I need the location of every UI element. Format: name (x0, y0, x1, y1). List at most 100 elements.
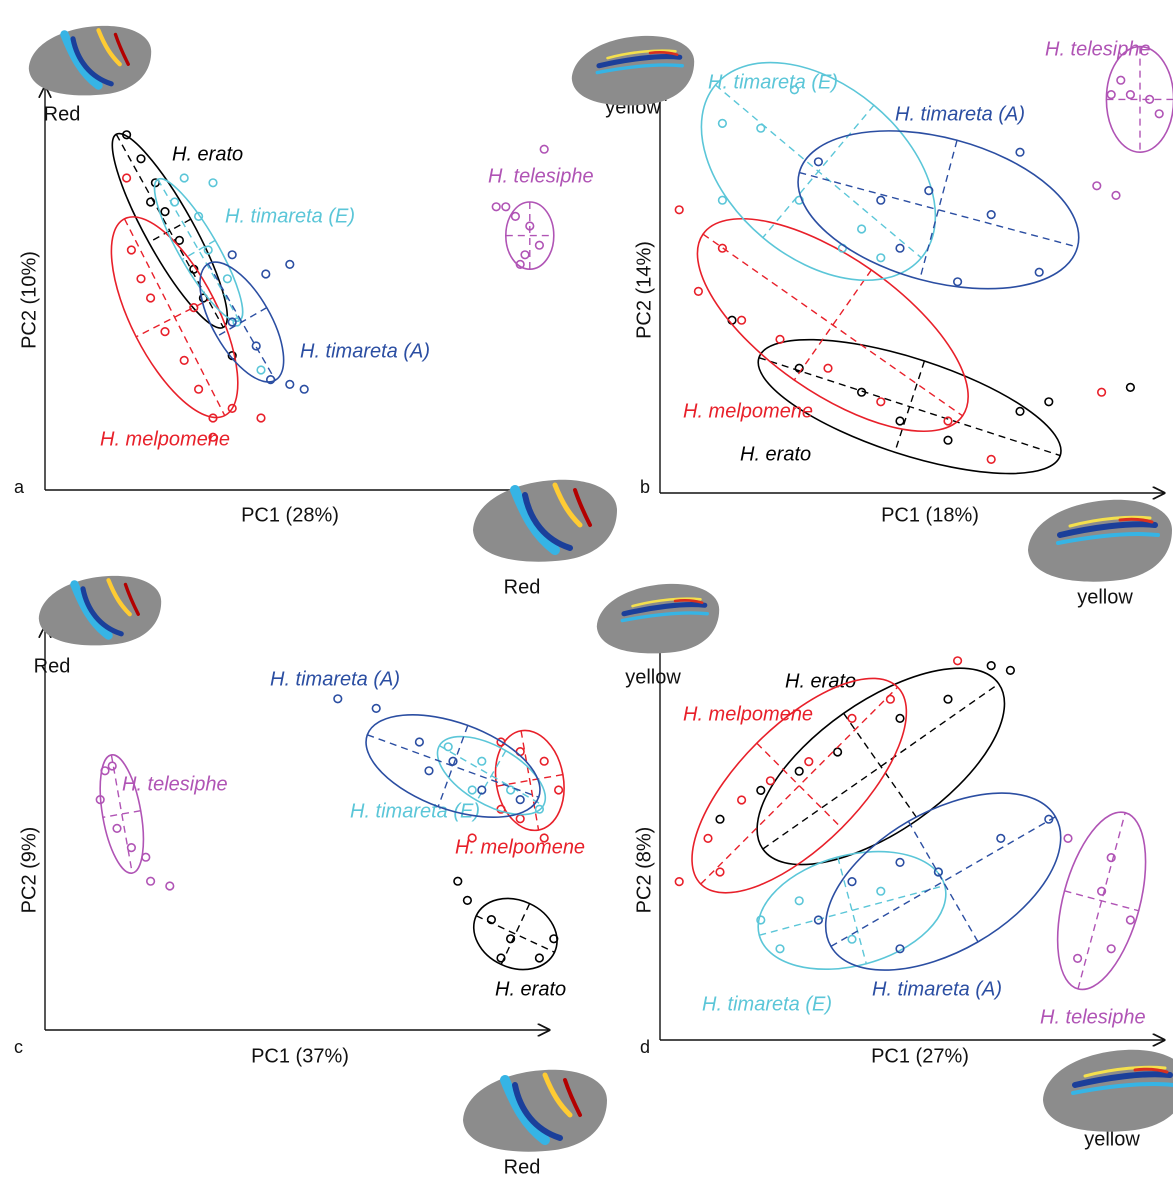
wing-shape (473, 479, 617, 562)
ellipse-minor-axis (756, 742, 843, 829)
panel: PC1 (28%) PC2 (10%) a Red Red H. erato H. melp… (14, 87, 594, 598)
ellipse-minor-axis (148, 218, 192, 244)
ellipse-minor-axis (837, 856, 867, 964)
point (227, 250, 237, 260)
point (765, 776, 776, 786)
ellipse-minor-axis (181, 239, 216, 261)
wing-pattern (1056, 532, 1160, 545)
point (895, 416, 905, 426)
point (261, 269, 271, 279)
point (674, 205, 684, 215)
x-image-label: Red (504, 576, 541, 598)
point (462, 895, 473, 906)
wing-pattern (510, 485, 560, 555)
point (952, 656, 963, 666)
point (448, 756, 458, 766)
point (674, 876, 684, 887)
point (823, 363, 833, 373)
wing-pattern (60, 30, 103, 90)
point (794, 195, 804, 205)
point (227, 403, 237, 414)
wing-image (596, 583, 720, 654)
point (717, 243, 728, 253)
ellipse (153, 177, 244, 323)
point (1034, 267, 1044, 277)
point (1116, 75, 1126, 85)
point (112, 823, 122, 834)
ellipse-major-axis (123, 218, 226, 416)
point (539, 144, 549, 154)
wing-pattern (1072, 1071, 1173, 1088)
point (227, 317, 237, 327)
ellipse-minor-axis (843, 712, 919, 820)
point (856, 387, 867, 397)
point (1044, 397, 1054, 407)
point (496, 953, 506, 963)
point (534, 953, 545, 963)
y-image-label: Red (34, 655, 71, 677)
point (424, 766, 434, 776)
point (520, 250, 530, 260)
point (804, 756, 814, 767)
y-image-label: yellow (625, 666, 681, 688)
point (736, 315, 747, 325)
wing-pattern (620, 611, 710, 623)
ellipse (472, 897, 558, 971)
point (1125, 915, 1135, 925)
point (146, 197, 156, 207)
point (996, 833, 1006, 844)
point (952, 277, 963, 287)
panel: PC1 (27%) PC2 (8%) d yellow yellow H. erato H.… (625, 631, 1164, 1150)
point (794, 766, 804, 776)
point (189, 303, 199, 313)
wing-pattern (606, 49, 677, 60)
group-label: H. telesiphe (122, 773, 228, 795)
point (1106, 852, 1116, 863)
wing-image (1028, 499, 1172, 582)
x-image-label: yellow (1077, 586, 1133, 608)
point (876, 253, 886, 263)
ellipse-major-axis (157, 178, 241, 322)
y-axis-label: PC2 (9%) (18, 827, 40, 914)
point (208, 413, 218, 423)
point (876, 397, 886, 407)
point (549, 934, 559, 944)
wing-shape (1043, 1049, 1173, 1132)
point (1092, 181, 1102, 191)
point (832, 747, 843, 757)
wing-pattern (1118, 517, 1154, 524)
x-axis-label: PC1 (28%) (241, 504, 339, 526)
ellipse-minor-axis (500, 903, 531, 965)
ellipse-major-axis (759, 884, 945, 936)
point (943, 435, 953, 445)
point (525, 221, 535, 231)
point (510, 211, 521, 221)
y-axis-label: PC2 (10%) (18, 251, 40, 349)
point (170, 197, 180, 207)
group-label: H. timareta (E) (225, 205, 355, 227)
group-label: H. erato (785, 670, 856, 692)
ellipse-minor-axis (476, 750, 507, 801)
point (414, 737, 425, 747)
group-label: H. timareta (A) (300, 340, 430, 362)
point (146, 293, 156, 303)
wing-pattern (563, 1078, 582, 1117)
point (775, 334, 785, 345)
point (794, 896, 804, 906)
point (1111, 190, 1121, 200)
point (371, 703, 381, 714)
wing-image (1043, 1049, 1173, 1132)
point (141, 852, 151, 862)
point (501, 202, 511, 212)
wing-shape (571, 35, 695, 106)
point (486, 914, 497, 925)
point (715, 867, 725, 877)
point (266, 375, 276, 385)
point (1106, 89, 1116, 100)
point (491, 202, 501, 212)
point (256, 413, 266, 423)
point (467, 833, 477, 843)
wing-pattern (500, 1075, 550, 1145)
wing-pattern (1133, 1067, 1169, 1074)
